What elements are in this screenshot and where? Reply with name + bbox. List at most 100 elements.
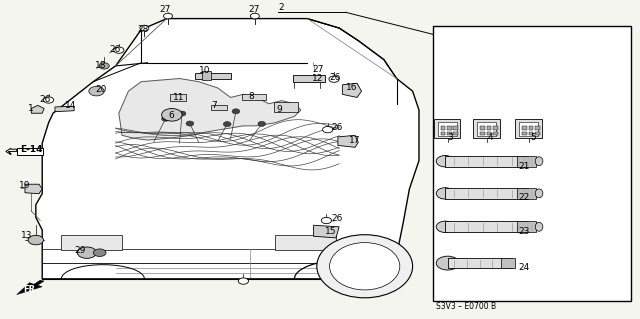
Ellipse shape xyxy=(258,121,266,126)
Bar xyxy=(529,127,533,130)
Ellipse shape xyxy=(93,249,106,256)
Ellipse shape xyxy=(28,235,44,245)
Text: 20: 20 xyxy=(95,85,107,94)
Text: 27: 27 xyxy=(248,5,260,14)
Text: 28: 28 xyxy=(138,26,148,34)
Text: 19: 19 xyxy=(19,181,30,189)
Text: 15: 15 xyxy=(325,226,337,236)
Polygon shape xyxy=(36,19,419,279)
Bar xyxy=(519,122,538,136)
Text: 14: 14 xyxy=(65,101,76,110)
Text: 12: 12 xyxy=(312,74,324,83)
Ellipse shape xyxy=(436,221,454,233)
Ellipse shape xyxy=(317,235,413,298)
Ellipse shape xyxy=(162,116,170,121)
Text: 18: 18 xyxy=(95,61,107,70)
Bar xyxy=(480,127,484,130)
Text: E-14: E-14 xyxy=(20,145,42,154)
Bar xyxy=(17,148,44,155)
Polygon shape xyxy=(338,135,358,147)
Bar xyxy=(445,156,528,167)
Text: 27: 27 xyxy=(159,5,170,14)
Bar xyxy=(445,221,528,233)
Polygon shape xyxy=(211,105,227,110)
Bar xyxy=(61,235,122,250)
Bar xyxy=(195,73,230,78)
Text: 11: 11 xyxy=(173,93,184,102)
Bar xyxy=(522,131,527,135)
Text: 24: 24 xyxy=(518,263,529,271)
Ellipse shape xyxy=(250,13,259,19)
Bar xyxy=(454,131,458,135)
Polygon shape xyxy=(274,102,298,112)
Bar xyxy=(477,122,496,136)
Bar xyxy=(516,156,536,167)
Ellipse shape xyxy=(329,76,339,82)
Bar xyxy=(486,131,491,135)
Ellipse shape xyxy=(178,111,186,116)
Ellipse shape xyxy=(535,157,543,166)
Bar xyxy=(447,127,452,130)
Bar xyxy=(441,131,445,135)
Bar xyxy=(529,131,533,135)
Bar xyxy=(275,235,336,250)
Text: 1: 1 xyxy=(28,104,33,113)
Bar xyxy=(448,258,511,268)
Text: S3V3 – E0700 B: S3V3 – E0700 B xyxy=(436,302,497,311)
Ellipse shape xyxy=(436,156,454,167)
Text: 2: 2 xyxy=(278,3,284,12)
Ellipse shape xyxy=(77,247,97,258)
Text: FR.: FR. xyxy=(24,285,39,294)
Text: 26: 26 xyxy=(330,73,341,82)
Polygon shape xyxy=(25,184,42,194)
Bar xyxy=(516,221,536,233)
Bar xyxy=(522,127,527,130)
Bar xyxy=(433,26,631,301)
Ellipse shape xyxy=(321,217,332,224)
Text: 10: 10 xyxy=(198,66,210,75)
Ellipse shape xyxy=(238,278,248,284)
Bar xyxy=(447,131,452,135)
Ellipse shape xyxy=(114,47,124,53)
Ellipse shape xyxy=(89,86,104,96)
Polygon shape xyxy=(31,105,44,113)
Bar xyxy=(493,127,497,130)
Bar xyxy=(434,119,461,138)
Bar xyxy=(480,131,484,135)
Text: 29: 29 xyxy=(74,246,86,255)
Bar xyxy=(454,127,458,130)
Text: 8: 8 xyxy=(248,92,254,101)
Text: 13: 13 xyxy=(21,231,33,240)
Bar xyxy=(293,75,325,82)
Bar xyxy=(535,127,540,130)
Ellipse shape xyxy=(44,97,54,103)
Text: 16: 16 xyxy=(346,83,357,92)
Text: 26: 26 xyxy=(109,45,120,54)
Ellipse shape xyxy=(323,127,333,133)
Ellipse shape xyxy=(140,25,149,31)
Text: 17: 17 xyxy=(349,137,360,145)
Text: 9: 9 xyxy=(276,105,282,114)
Text: 22: 22 xyxy=(518,193,529,202)
Ellipse shape xyxy=(162,108,182,121)
Bar xyxy=(445,188,528,199)
Bar xyxy=(501,258,515,268)
Text: 26: 26 xyxy=(332,123,343,132)
Bar xyxy=(486,127,491,130)
Polygon shape xyxy=(242,94,266,100)
Polygon shape xyxy=(342,83,362,98)
Ellipse shape xyxy=(436,256,460,270)
Text: 4: 4 xyxy=(487,133,493,142)
Bar xyxy=(493,131,497,135)
Bar xyxy=(438,122,457,136)
Bar xyxy=(515,119,542,138)
Bar xyxy=(535,131,540,135)
Text: 3: 3 xyxy=(448,133,454,142)
Bar xyxy=(516,188,536,199)
Ellipse shape xyxy=(164,13,173,19)
Text: 7: 7 xyxy=(211,101,217,110)
Polygon shape xyxy=(17,280,44,295)
Bar xyxy=(441,127,445,130)
Polygon shape xyxy=(6,148,17,155)
Text: 5: 5 xyxy=(531,133,536,142)
